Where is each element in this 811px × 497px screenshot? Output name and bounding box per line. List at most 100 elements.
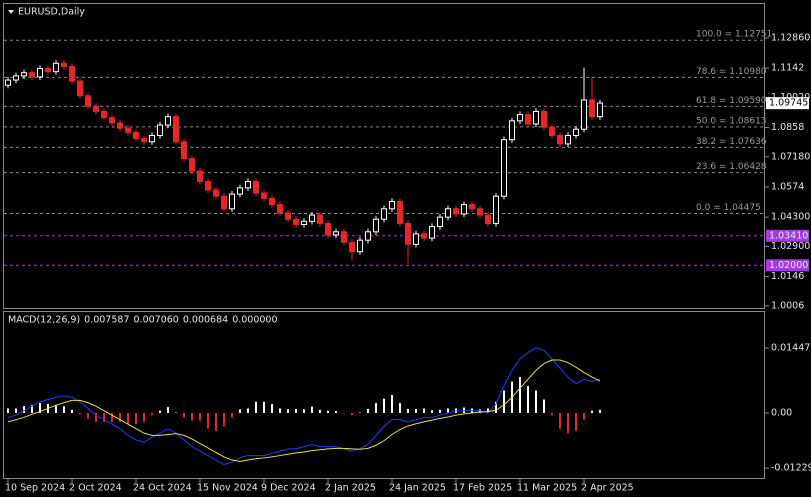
y-tick-label: 1.0574 [771,182,804,193]
candle-body [21,72,27,77]
level-box [766,229,809,242]
histogram-bar [231,412,233,418]
candle-body [253,181,259,194]
candle-body [437,216,443,228]
candle-body [301,220,307,225]
histogram-bar [447,408,449,413]
histogram-bar [439,409,441,413]
candle-body [485,214,491,224]
histogram-bar [247,408,249,413]
last-price-label: 1.09745 [769,98,808,109]
histogram-bar [383,398,385,413]
histogram-bar [495,401,497,413]
candle-body [413,233,419,245]
fib-label: 100.0 = 1.12751 [696,30,772,40]
y-tick-label: 1.07180 [771,151,810,162]
candle-body [285,212,291,220]
candle-body [197,170,203,183]
histogram-bar [551,412,553,416]
candle-body [389,200,395,210]
macd-line [7,359,601,462]
chart-title: EURUSD,Daily [18,7,85,18]
level-box [766,259,809,272]
macd-readout: 0.000000 [232,315,277,326]
candle-body [405,222,411,245]
x-tick-label: 2 Oct 2024 [69,483,122,494]
fib-label: 23.6 = 1.06428 [696,162,767,172]
histogram-bar [127,412,129,425]
x-tick-label: 15 Nov 2024 [197,483,258,494]
candle-body [237,187,243,195]
candle-body [549,126,555,137]
candle-body [453,208,459,215]
macd-readout: 0.007060 [134,315,179,326]
histogram-bar [303,409,305,413]
histogram-bar [255,401,257,413]
candle-body [125,127,131,133]
histogram-bar [79,412,81,415]
candle-body [53,62,59,73]
y-tick-label: 1.04300 [771,212,810,223]
candle-body [173,116,179,143]
y-tick-label: 1.0146 [771,271,804,282]
candle-body [533,110,539,125]
histogram-bar [423,408,425,413]
histogram-bar [535,390,537,413]
histogram-bar [407,408,409,413]
histogram-bar [63,406,65,413]
candle-body [517,114,523,122]
fib-label: 78.6 = 1.10980 [696,67,767,77]
histogram-bar [39,403,41,413]
fib-label: 61.8 = 1.09590 [696,96,767,106]
candle-body [61,62,67,67]
histogram-bar [367,408,369,413]
x-tick-label: 10 Sep 2024 [5,483,65,494]
x-tick-label: 11 Mar 2025 [517,483,577,494]
histogram-bar [167,407,169,413]
candle-body [525,114,531,125]
last-price-box [766,97,809,110]
candle-body [597,102,603,118]
histogram-bar [487,408,489,413]
macd-readout: 0.007587 [84,315,129,326]
candle-body [221,195,227,210]
fib-label: 50.0 = 1.08613 [696,116,767,126]
histogram-bar [503,390,505,413]
candle-body [421,233,427,239]
histogram-bar [223,412,225,427]
histogram-bar [199,412,201,421]
histogram-bar [263,401,265,413]
price-panel [3,3,765,309]
candle-body [157,124,163,137]
histogram-bar [87,412,89,419]
x-tick-label: 24 Oct 2024 [133,483,192,494]
histogram-bar [7,408,9,413]
x-tick-label: 9 Dec 2024 [261,483,316,494]
histogram-bar [135,412,137,425]
y-tick-label: 0.00 [771,407,792,418]
histogram-bar [591,410,593,413]
histogram-bar [191,412,193,421]
histogram-bar [279,408,281,413]
histogram-bar [343,412,345,414]
symbol-menu-icon[interactable] [8,10,14,14]
candle-body [501,139,507,197]
candle-body [325,222,331,236]
histogram-bar [399,403,401,413]
histogram-bar [319,409,321,413]
histogram-bar [111,412,113,422]
candle-body [357,239,363,253]
candle-body [93,105,99,112]
histogram-bar [351,412,353,416]
candle-body [397,200,403,224]
histogram-bar [175,412,177,413]
candle-body [277,204,283,214]
histogram-bar [239,409,241,413]
histogram-bar [543,399,545,413]
candle-body [349,241,355,253]
y-tick-label: 1.0006 [771,300,804,311]
candle-body [477,208,483,216]
candle-body [77,80,83,97]
